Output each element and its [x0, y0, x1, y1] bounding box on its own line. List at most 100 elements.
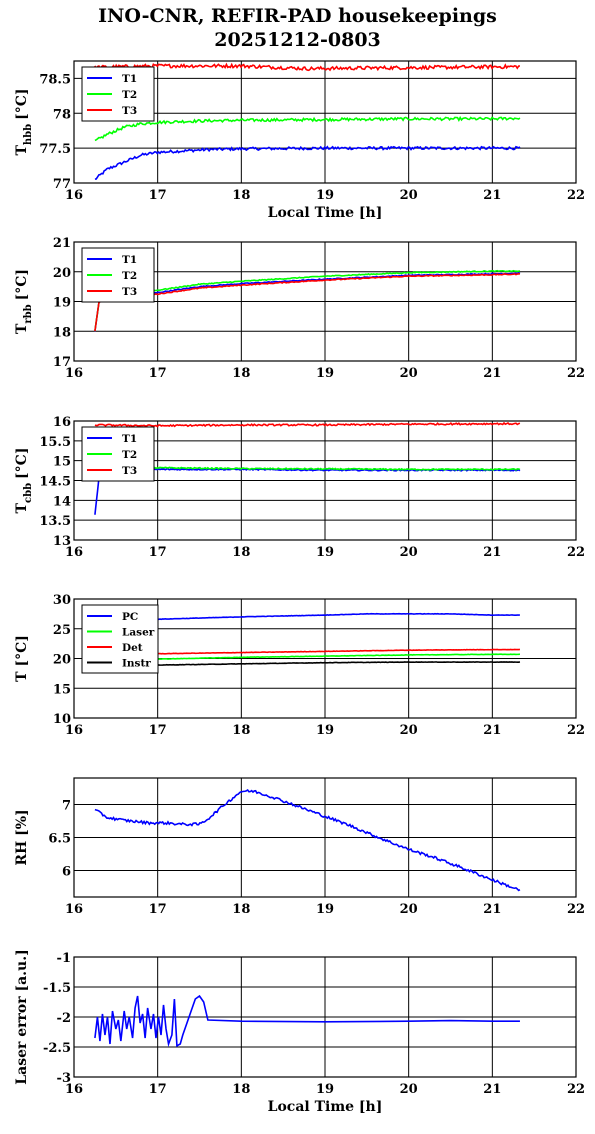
- x-tick-label: 21: [483, 545, 501, 560]
- plot-frame: [73, 598, 577, 719]
- series-line-data: [94, 788, 521, 892]
- y-axis-label-main: RH [%]: [14, 809, 30, 865]
- x-tick-label: 22: [567, 545, 585, 560]
- y-tick-label: 25: [53, 623, 71, 638]
- y-axis-label-sub: rbb: [23, 304, 34, 323]
- y-axis-label: Thbb [°C]: [14, 88, 34, 155]
- y-axis-label-unit: [°C]: [14, 88, 30, 119]
- y-tick-label: 15.5: [39, 435, 71, 450]
- legend-label: T2: [122, 270, 137, 282]
- y-tick-label: 78.5: [39, 72, 71, 87]
- y-tick-label: 14: [53, 494, 71, 509]
- chart-title: INO-CNR, REFIR-PAD housekeepings 2025121…: [0, 4, 595, 52]
- x-tick-label: 16: [65, 366, 83, 381]
- series-line-T1: [94, 272, 521, 332]
- x-tick-label: 17: [149, 723, 167, 738]
- x-tick-label: 18: [232, 188, 250, 203]
- y-axis-label: Trbb [°C]: [14, 269, 34, 334]
- x-tick-label: 19: [316, 902, 334, 917]
- y-tick-label: 77: [53, 177, 71, 192]
- series-line-Laser: [94, 653, 521, 661]
- series-line-data: [94, 994, 520, 1048]
- legend-label: T1: [122, 433, 137, 445]
- y-tick-label: 7: [62, 798, 71, 813]
- x-tick-label: 18: [232, 723, 250, 738]
- series-line-T2: [94, 115, 521, 142]
- y-axis-label-main: Laser error [a.u.]: [14, 949, 30, 1084]
- y-tick-label: 77.5: [39, 142, 71, 157]
- x-tick-label: 22: [567, 366, 585, 381]
- y-tick-label: -1: [57, 951, 71, 966]
- x-tick-label: 17: [149, 188, 167, 203]
- series-line-PC: [94, 612, 520, 622]
- y-axis-label: T [°C]: [14, 635, 30, 682]
- x-tick-label: 19: [316, 1082, 334, 1097]
- y-tick-label: 15: [53, 682, 71, 697]
- legend-label: PC: [122, 611, 138, 623]
- x-tick-label: 22: [567, 188, 585, 203]
- x-tick-label: 21: [483, 188, 501, 203]
- x-tick-label: 16: [65, 545, 83, 560]
- legend: PC Laser Det Instr: [81, 604, 159, 674]
- legend-label: Det: [122, 642, 143, 654]
- x-tick-label: 18: [232, 366, 250, 381]
- x-tick-label: 21: [483, 902, 501, 917]
- x-tick-label: 18: [232, 545, 250, 560]
- series-line-Instr: [94, 661, 521, 667]
- x-tick-label: 22: [567, 723, 585, 738]
- x-tick-label: 16: [65, 723, 83, 738]
- x-tick-label: 18: [232, 1082, 250, 1097]
- x-tick-label: 16: [65, 188, 83, 203]
- y-axis-label-unit: [°C]: [14, 448, 30, 479]
- y-tick-label: 15: [53, 455, 71, 470]
- y-tick-label: 21: [53, 236, 71, 251]
- y-axis-label-main: T: [14, 323, 30, 334]
- y-tick-label: 6.5: [48, 832, 71, 847]
- legend: T1 T2 T3: [81, 426, 155, 482]
- plot-frame: [73, 60, 577, 184]
- chart-title-line2: 20251212-0803: [214, 29, 381, 51]
- chart-panel-4: 16 17 18 19 20 21 22 10 15 20 25 30 T [°C] PC Laser Det…: [14, 593, 585, 738]
- plot-frame: [73, 241, 577, 362]
- x-tick-label: 17: [149, 902, 167, 917]
- series-line-Det: [94, 648, 521, 658]
- legend-label: T2: [122, 89, 137, 101]
- legend-label: T3: [122, 465, 137, 477]
- series-line-T2: [94, 466, 521, 474]
- x-tick-label: 20: [400, 545, 418, 560]
- y-axis-label: RH [%]: [14, 809, 30, 865]
- y-axis-label: Tcbb [°C]: [14, 448, 34, 514]
- y-tick-label: 17: [53, 355, 71, 370]
- x-tick-label: 21: [483, 366, 501, 381]
- x-tick-label: 19: [316, 545, 334, 560]
- x-axis-label: Local Time [h]: [268, 1099, 383, 1115]
- series-line-T3: [94, 421, 521, 428]
- legend-label: Laser: [122, 627, 155, 639]
- series-line-T3: [94, 62, 521, 72]
- legend-label: T1: [122, 73, 137, 85]
- plot-frame: [73, 956, 577, 1078]
- y-axis-label-unit: [°C]: [14, 269, 30, 300]
- legend-label: T3: [122, 105, 137, 117]
- x-tick-label: 16: [65, 1082, 83, 1097]
- y-tick-label: 20: [53, 266, 71, 281]
- y-axis-label-main: T: [14, 502, 30, 513]
- y-tick-label: 20: [53, 653, 71, 668]
- legend: T1 T2 T3: [81, 66, 155, 122]
- y-tick-label: 10: [53, 712, 71, 727]
- x-axis-label: Local Time [h]: [268, 205, 383, 221]
- y-tick-label: -1.5: [43, 981, 71, 996]
- x-tick-label: 18: [232, 902, 250, 917]
- x-tick-label: 22: [567, 1082, 585, 1097]
- y-axis-label: Laser error [a.u.]: [14, 949, 30, 1084]
- legend-label: T2: [122, 449, 137, 461]
- x-tick-label: 19: [316, 723, 334, 738]
- x-tick-label: 20: [400, 188, 418, 203]
- y-axis-label-main: T [°C]: [14, 635, 30, 682]
- series-line-T2: [94, 269, 521, 332]
- x-tick-label: 17: [149, 1082, 167, 1097]
- y-tick-label: 14.5: [39, 475, 71, 490]
- y-tick-label: 13.5: [39, 514, 71, 529]
